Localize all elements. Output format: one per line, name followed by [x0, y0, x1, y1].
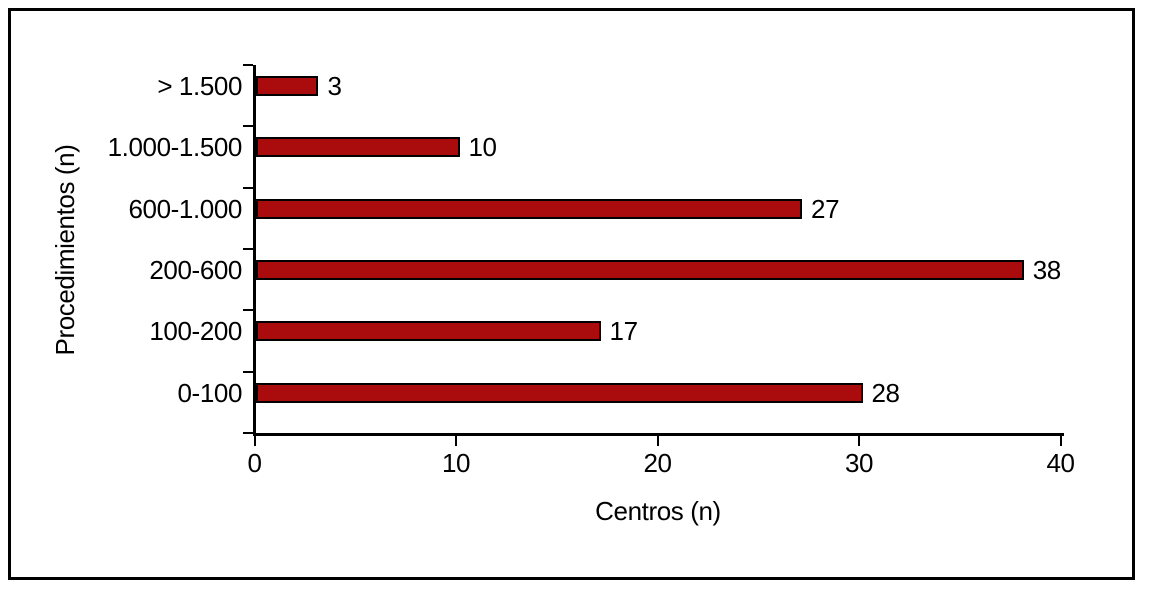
y-tick [243, 309, 253, 312]
x-tick-label: 0 [247, 448, 262, 478]
x-tick [253, 436, 256, 446]
bar [256, 259, 1024, 280]
bar-value-label: 10 [468, 132, 498, 163]
x-tick [1059, 436, 1062, 446]
category-label: 1.000-1.500 [107, 132, 243, 163]
x-tick-label: 20 [643, 448, 672, 478]
y-tick [243, 125, 253, 128]
bar-value-label: 38 [1032, 254, 1062, 285]
y-tick [243, 370, 253, 373]
y-tick [243, 64, 253, 66]
category-label: 200-600 [149, 254, 242, 285]
category-label: 600-1.000 [128, 193, 242, 224]
bar [256, 382, 863, 403]
bar [256, 137, 460, 158]
x-tick-label: 10 [441, 448, 471, 478]
category-label: > 1.500 [157, 71, 242, 101]
y-axis-line [253, 65, 256, 436]
x-tick-label: 40 [1046, 448, 1075, 478]
x-tick [455, 436, 457, 446]
category-label: 0-100 [177, 377, 243, 408]
bar [256, 198, 803, 219]
bar-value-label: 3 [327, 71, 342, 101]
y-tick [243, 431, 253, 434]
bar [256, 76, 319, 96]
bar [256, 321, 601, 342]
x-tick [858, 436, 860, 446]
y-tick [243, 247, 253, 250]
chart-frame [8, 8, 1135, 580]
x-tick-label: 30 [844, 448, 874, 478]
x-axis-line [253, 433, 1064, 436]
bar-value-label: 17 [609, 316, 639, 347]
y-tick [243, 186, 253, 189]
x-axis-title: Centros (n) [595, 496, 721, 526]
x-tick [656, 436, 659, 446]
bar-value-label: 27 [811, 193, 840, 224]
category-label: 100-200 [149, 316, 242, 347]
bar-value-label: 28 [871, 377, 901, 408]
